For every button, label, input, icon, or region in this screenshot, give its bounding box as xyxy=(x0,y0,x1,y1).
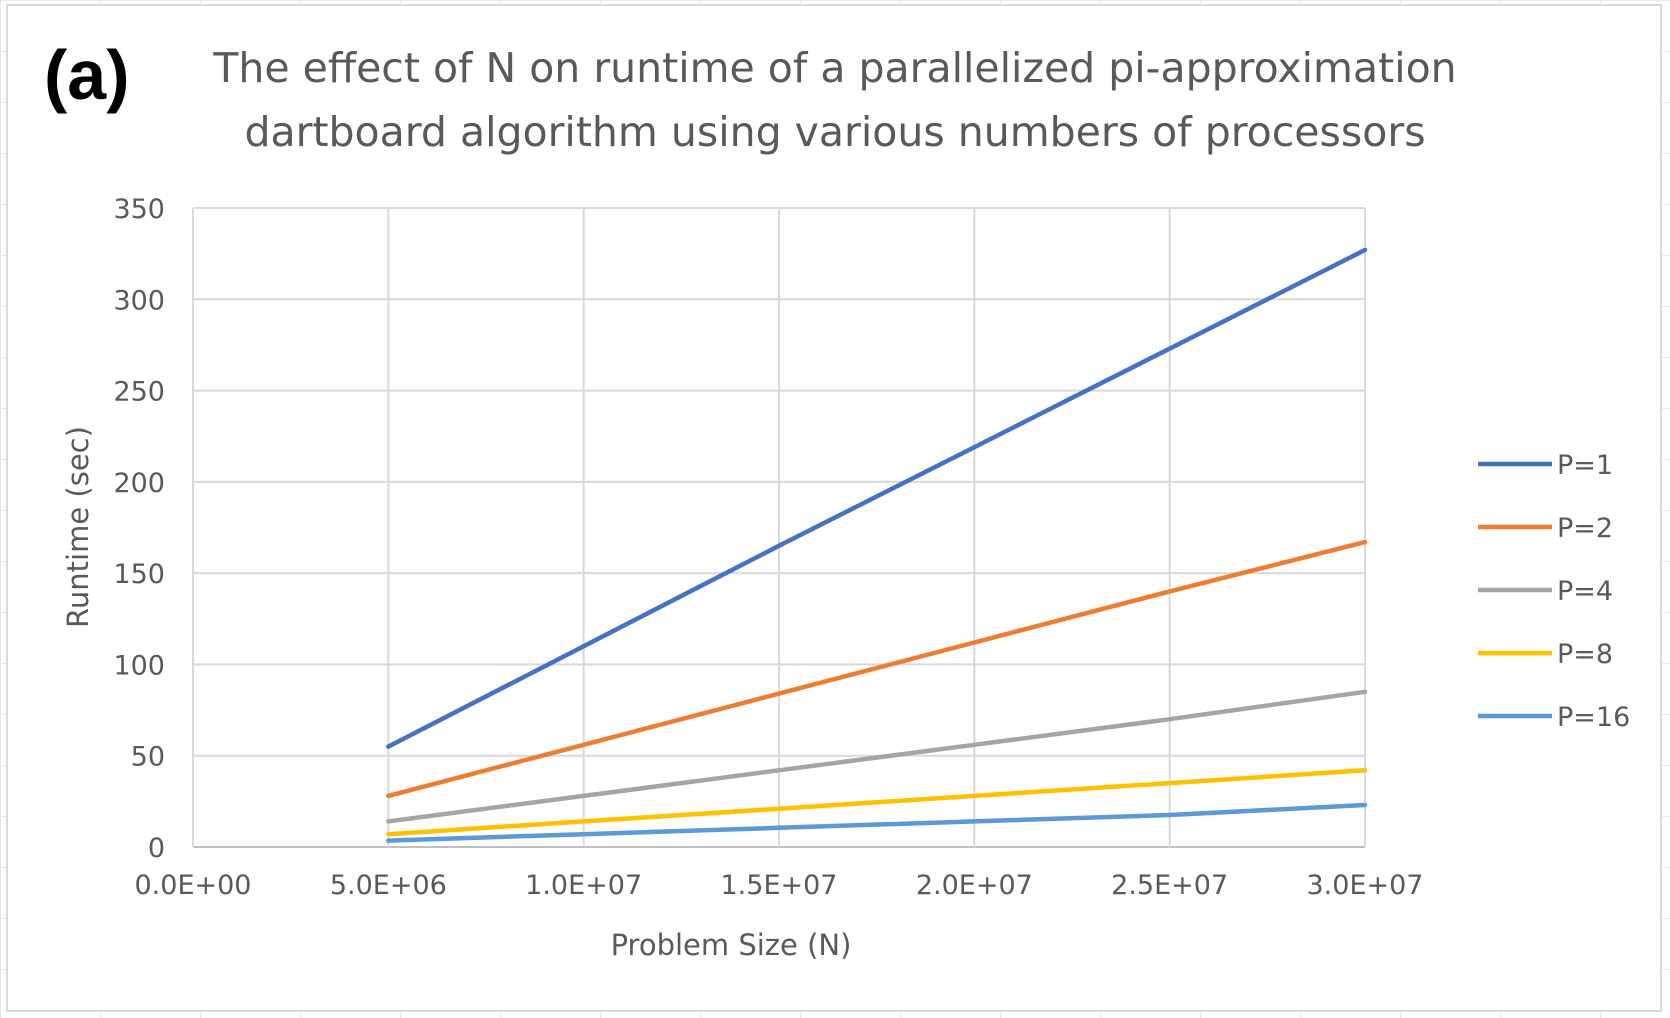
x-tick-label: 2.5E+07 xyxy=(1111,870,1228,901)
x-tick-label: 3.0E+07 xyxy=(1307,870,1424,901)
series-line-p-2[interactable] xyxy=(386,539,1368,799)
legend-label: P=16 xyxy=(1557,702,1630,733)
legend-label: P=1 xyxy=(1557,450,1613,481)
y-axis-title: Runtime (sec) xyxy=(61,426,95,628)
legend-item[interactable]: P=16 xyxy=(1478,702,1630,733)
y-tick-label: 350 xyxy=(113,194,165,225)
chart-title-line-2: dartboard algorithm using various number… xyxy=(244,108,1426,156)
x-tick-label: 1.5E+07 xyxy=(721,870,838,901)
chart-area[interactable] xyxy=(6,4,1662,1012)
series-line-p-1[interactable] xyxy=(386,247,1368,749)
series-line-p-16[interactable] xyxy=(386,802,1368,843)
y-tick-label: 50 xyxy=(131,742,165,773)
panel-label: (a) xyxy=(44,36,130,114)
legend-item[interactable]: P=8 xyxy=(1478,639,1613,670)
legend-label: P=8 xyxy=(1557,639,1613,670)
x-tick-label: 1.0E+07 xyxy=(525,870,642,901)
y-tick-label: 250 xyxy=(113,377,165,408)
y-tick-label: 200 xyxy=(113,468,165,499)
axes: 0 50 100 150 200 250 300 350 0.0E+00 5.0E+06 1.0E+… xyxy=(113,194,1423,901)
legend-item[interactable]: P=1 xyxy=(1478,450,1613,481)
chart-title: The effect of N on runtime of a parallel… xyxy=(150,36,1520,164)
y-tick-label: 300 xyxy=(113,285,165,316)
legend-item[interactable]: P=4 xyxy=(1478,576,1613,607)
x-tick-label: 2.0E+07 xyxy=(916,870,1033,901)
y-tick-label: 100 xyxy=(113,650,165,681)
gridlines xyxy=(192,207,1366,848)
legend: P=1 P=2 P=4 P=8 P=16 xyxy=(1478,450,1630,733)
legend-item[interactable]: P=2 xyxy=(1478,513,1613,544)
legend-label: P=2 xyxy=(1557,513,1613,544)
chart-title-line-1: The effect of N on runtime of a parallel… xyxy=(213,44,1457,92)
series-line-p-4[interactable] xyxy=(386,689,1368,824)
series-line-p-8[interactable] xyxy=(386,768,1368,837)
x-tick-label: 5.0E+06 xyxy=(330,870,447,901)
series-lines xyxy=(386,247,1368,843)
x-axis-title: Problem Size (N) xyxy=(611,928,852,962)
y-tick-label: 150 xyxy=(113,559,165,590)
legend-label: P=4 xyxy=(1557,576,1613,607)
y-tick-label: 0 xyxy=(148,833,165,864)
x-tick-label: 0.0E+00 xyxy=(135,870,252,901)
